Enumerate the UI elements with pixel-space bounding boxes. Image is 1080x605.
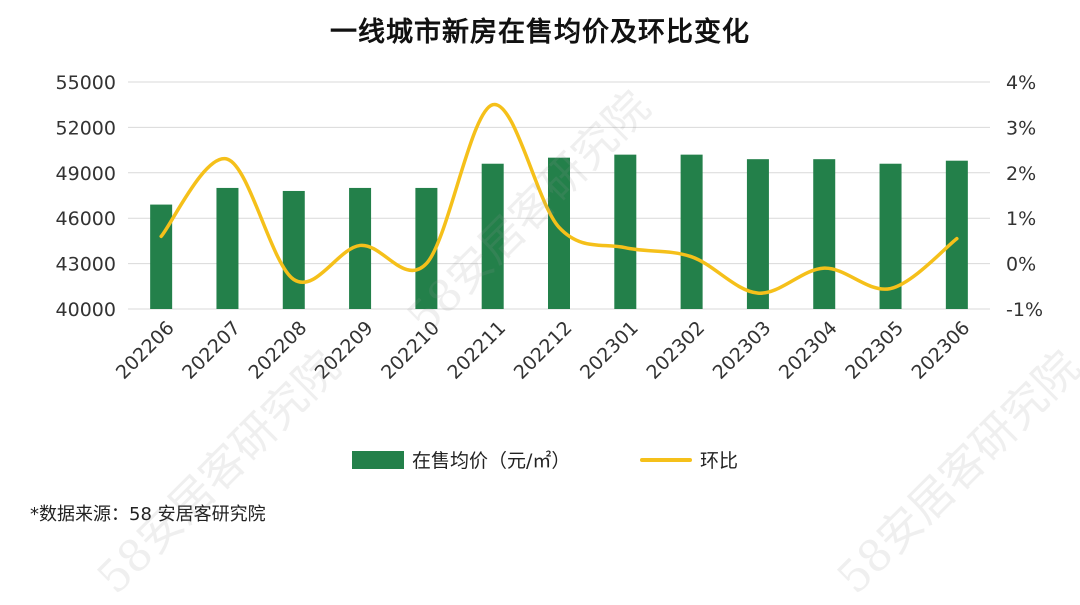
x-tick-label: 202207 bbox=[178, 317, 245, 384]
x-tick-label: 202306 bbox=[908, 317, 975, 384]
y-left-tick-label: 52000 bbox=[56, 117, 116, 139]
y-left-tick-label: 40000 bbox=[56, 299, 116, 321]
x-tick-label: 202303 bbox=[709, 317, 776, 384]
legend: 在售均价（元/㎡） 环比 bbox=[0, 446, 1080, 474]
legend-label-price: 在售均价（元/㎡） bbox=[412, 446, 570, 473]
bar-series bbox=[150, 155, 968, 309]
y-right-tick-label: 4% bbox=[1006, 72, 1036, 94]
legend-item-price: 在售均价（元/㎡） bbox=[352, 446, 570, 473]
y-right-tick-label: 3% bbox=[1006, 117, 1036, 139]
legend-line-swatch bbox=[640, 458, 692, 462]
x-tick-label: 202212 bbox=[510, 317, 577, 384]
y-left-tick-label: 43000 bbox=[56, 254, 116, 276]
bar bbox=[216, 188, 238, 309]
x-tick-label: 202209 bbox=[311, 317, 378, 384]
x-tick-label: 202210 bbox=[377, 317, 444, 384]
y-right-tick-label: 0% bbox=[1006, 254, 1036, 276]
x-tick-label: 202206 bbox=[112, 317, 179, 384]
x-tick-label: 202301 bbox=[576, 317, 643, 384]
legend-label-mom: 环比 bbox=[700, 446, 738, 473]
bar bbox=[283, 191, 305, 309]
x-tick-label: 202305 bbox=[841, 317, 908, 384]
bar bbox=[813, 159, 835, 309]
x-tick-label: 202208 bbox=[244, 317, 311, 384]
bar bbox=[150, 205, 172, 309]
left-y-axis: 40000 43000 46000 49000 52000 55000 bbox=[56, 72, 116, 321]
right-y-axis: -1% 0% 1% 2% 3% 4% bbox=[1006, 72, 1043, 321]
y-left-tick-label: 55000 bbox=[56, 72, 116, 94]
x-tick-label: 202211 bbox=[443, 317, 510, 384]
x-tick-label: 202302 bbox=[642, 317, 709, 384]
bar bbox=[681, 155, 703, 309]
combo-chart: 40000 43000 46000 49000 52000 55000 -1% 0% 1% 2%… bbox=[0, 0, 1080, 440]
y-right-tick-label: 1% bbox=[1006, 208, 1036, 230]
legend-item-mom: 环比 bbox=[640, 446, 738, 473]
bar bbox=[747, 159, 769, 309]
y-right-tick-label: -1% bbox=[1006, 299, 1043, 321]
y-left-tick-label: 49000 bbox=[56, 163, 116, 185]
y-left-tick-label: 46000 bbox=[56, 208, 116, 230]
data-source-note: *数据来源：58 安居客研究院 bbox=[30, 500, 266, 526]
x-tick-label: 202304 bbox=[775, 317, 842, 384]
legend-bar-swatch bbox=[352, 451, 404, 469]
bar bbox=[614, 155, 636, 309]
bar bbox=[482, 164, 504, 309]
y-right-tick-label: 2% bbox=[1006, 163, 1036, 185]
bar bbox=[946, 161, 968, 309]
